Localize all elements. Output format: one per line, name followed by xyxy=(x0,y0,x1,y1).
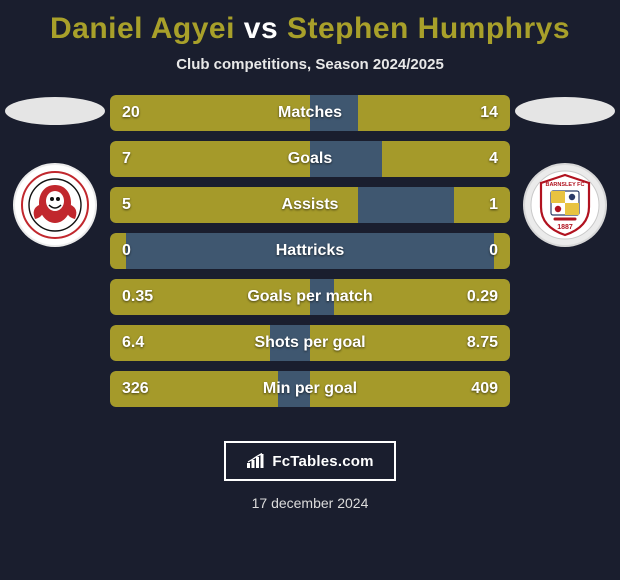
player2-photo-placeholder xyxy=(515,97,615,125)
stat-bar-left xyxy=(110,371,278,407)
stat-bar-right xyxy=(494,233,510,269)
stat-row: Shots per goal6.48.75 xyxy=(110,325,510,361)
stat-row: Goals per match0.350.29 xyxy=(110,279,510,315)
player1-photo-placeholder xyxy=(5,97,105,125)
chart-icon xyxy=(246,453,266,469)
stat-row: Assists51 xyxy=(110,187,510,223)
stat-bar-left xyxy=(110,141,310,177)
stat-bar-left xyxy=(110,279,310,315)
stat-bars: Matches2014 Goals74 Assists51 Hattricks00 Go… xyxy=(110,91,510,417)
stat-row: Min per goal326409 xyxy=(110,371,510,407)
left-player-column xyxy=(0,91,110,247)
stat-row: Hattricks00 xyxy=(110,233,510,269)
stat-bar-left xyxy=(110,95,310,131)
brand-text: FcTables.com xyxy=(272,453,373,470)
vs-text: vs xyxy=(244,12,278,45)
stat-bar-left xyxy=(110,187,358,223)
stat-bar-left xyxy=(110,233,126,269)
barnsley-icon: BARNSLEY FC 1887 xyxy=(529,169,601,241)
comparison-title: Daniel Agyei vs Stephen Humphrys xyxy=(0,0,620,46)
player1-club-crest xyxy=(13,163,97,247)
player2-club-crest: BARNSLEY FC 1887 xyxy=(523,163,607,247)
stat-bar-left xyxy=(110,325,270,361)
svg-text:BARNSLEY FC: BARNSLEY FC xyxy=(545,182,584,188)
player2-name: Stephen Humphrys xyxy=(287,12,570,45)
stat-track xyxy=(110,233,510,269)
stat-bar-right xyxy=(382,141,510,177)
stat-bar-right xyxy=(334,279,510,315)
leyton-orient-icon xyxy=(21,171,89,239)
brand-badge: FcTables.com xyxy=(224,441,396,481)
snapshot-date: 17 december 2024 xyxy=(0,495,620,511)
stat-row: Matches2014 xyxy=(110,95,510,131)
svg-text:1887: 1887 xyxy=(557,224,573,231)
stat-row: Goals74 xyxy=(110,141,510,177)
player1-name: Daniel Agyei xyxy=(50,12,235,45)
subtitle: Club competitions, Season 2024/2025 xyxy=(0,56,620,73)
stat-bar-right xyxy=(454,187,510,223)
right-player-column: BARNSLEY FC 1887 xyxy=(510,91,620,247)
stat-bar-right xyxy=(358,95,510,131)
stat-bar-right xyxy=(310,371,510,407)
comparison-content: BARNSLEY FC 1887 Matches2014 Goals74 Assis… xyxy=(0,91,620,431)
stat-bar-right xyxy=(310,325,510,361)
